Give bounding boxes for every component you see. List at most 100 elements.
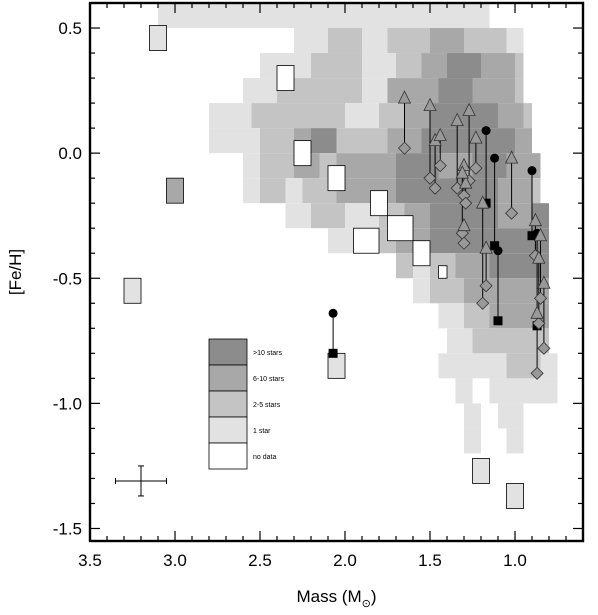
diamond-marker [532,316,546,330]
diamond-marker [533,291,548,305]
isolated-cell [149,25,167,51]
heatmap-cell [464,428,481,454]
heatmap-cell [158,3,490,29]
circle-marker [481,126,491,136]
x-axis-title-subscript: ⊙ [362,598,371,610]
triangle-marker [469,130,483,144]
circle-marker [493,246,503,256]
heatmap-cell [540,353,558,379]
triangle-marker [537,275,551,289]
plot-frame [88,1,585,543]
legend-swatch [208,364,248,392]
heatmap-cell [311,103,345,129]
triangle-marker [450,112,464,127]
heatmap-cell [396,178,430,204]
error-bar [115,465,167,497]
y-axis-title: [Fe/H] [6,249,25,295]
legend-swatch [208,390,248,418]
heatmap-cell [413,78,439,104]
heatmap-cell [506,353,524,379]
heatmap-cell [498,178,532,204]
heatmap-cell [260,153,294,179]
heatmap-cell [311,53,362,79]
heatmap-cell [421,53,447,79]
legend-label: no data [253,454,276,461]
heatmap-cell [243,153,260,179]
x-axis-title-close: ) [371,587,377,606]
triangle-marker [457,217,471,232]
triangle-marker [533,227,548,242]
x-tick-label: 1.5 [418,551,442,570]
heatmap-cell [532,178,541,204]
diamond-marker [530,366,544,380]
legend-swatch [208,442,248,470]
heatmap-cell [515,128,532,154]
heatmap-cell [481,53,515,79]
diamond-marker [537,341,551,355]
heatmap-cell [455,253,490,279]
legend-swatch [208,338,248,366]
heatmap-cell [413,278,430,304]
isolated-cell [506,483,524,509]
heatmap-cell [498,103,524,129]
y-tick-label: -0.5 [53,269,82,288]
heatmap-cell [362,78,388,104]
axis-ticks [89,2,584,541]
empty-cell [438,265,448,279]
heatmap-cell [464,403,481,429]
triangle-marker [530,305,544,319]
heatmap-cell [362,53,396,79]
legend-label: 6-10 stars [253,376,285,383]
heatmap-cell [489,353,507,379]
heatmap-cell [430,28,464,54]
diamond-marker [479,279,493,293]
diamond-marker [433,159,447,173]
isolated-cell [472,458,490,484]
heatmap-cells [158,3,558,454]
heatmap-cell [362,153,396,179]
x-tick-label: 1.0 [503,551,527,570]
heatmap-cell [515,78,524,104]
heatmap-cell [362,128,388,154]
diamond-marker [469,161,483,175]
heatmap-cell [455,378,473,404]
heatmap-cell [498,78,515,104]
heatmap-cell [379,103,405,129]
legend-label: 2-5 stars [253,402,281,409]
heatmap-cell [328,228,354,254]
triangle-marker [504,150,519,164]
triangle-marker [479,240,493,254]
heatmap-cell [209,128,260,154]
diamond-marker [397,141,412,155]
diamond-marker [459,196,473,210]
triangle-marker [397,90,412,104]
square-marker [527,231,537,241]
empty-cell [353,227,380,254]
triangle-marker [433,127,447,142]
triangle-marker [532,250,546,264]
diamond-marker [428,181,442,195]
heatmap-cell [438,78,473,104]
heatmap-cell [498,403,524,429]
isolated-cell [123,277,142,304]
triangle-marker [423,97,437,111]
heatmap-cell [209,103,252,129]
heatmap-cell [464,353,490,379]
heatmap-cell [523,103,532,129]
metallicity-vectors [328,90,551,380]
heatmap-cell [498,228,532,254]
heatmap-cell [498,328,524,354]
circle-marker [527,166,537,176]
heatmap-cell [336,128,362,154]
circle-marker [490,153,500,163]
heatmap-cell [311,128,337,154]
empty-cell [293,140,312,167]
triangle-marker [462,102,476,116]
heatmap-cell [328,78,362,104]
heatmap-cell [464,303,490,329]
heatmap-cell [489,378,507,404]
heatmap-cell [260,128,294,154]
heatmap-cell [285,178,303,204]
heatmap-cell [447,328,473,354]
